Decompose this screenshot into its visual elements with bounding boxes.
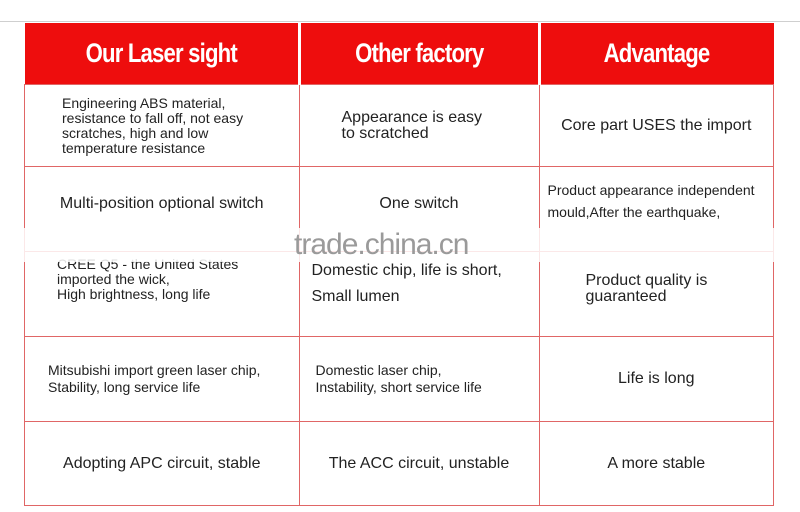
cell-text: Multi-position optional switch	[59, 195, 264, 212]
table-cell: Appearance is easy to scratched	[298, 84, 540, 167]
header-other-factory: Other factory	[299, 23, 541, 85]
cell-text: Appearance is easy to scratched	[341, 108, 483, 142]
cell-text: One switch	[379, 195, 459, 212]
cell-text: Core part USES the import	[561, 116, 752, 134]
table-cell: Life is long	[538, 336, 774, 422]
cell-text: Life is long	[618, 370, 695, 387]
table-row: Adopting APC circuit, stable The ACC cir…	[24, 421, 774, 506]
table-cell: Domestic laser chip, Instability, short …	[298, 336, 540, 422]
comparison-table: Our Laser sight Other factory Advantage …	[24, 23, 774, 506]
cell-text: Product appearance independent mould,Aft…	[547, 182, 755, 220]
table-cell: Mitsubishi import green laser chip, Stab…	[24, 336, 300, 422]
table-cell: Core part USES the import	[538, 84, 774, 167]
header-our-laser-sight: Our Laser sight	[24, 23, 301, 85]
top-divider	[0, 21, 800, 22]
watermark-band	[0, 228, 800, 262]
header-label: Other factory	[354, 38, 484, 68]
table-cell: Product quality is guaranteed	[538, 251, 774, 337]
cell-text: Domestic laser chip, Instability, short …	[315, 362, 482, 395]
table-cell: Engineering ABS material, resistance to …	[24, 84, 300, 167]
table-row: Mitsubishi import green laser chip, Stab…	[24, 336, 774, 422]
cell-text: Adopting APC circuit, stable	[63, 454, 261, 472]
cell-text: The ACC circuit, unstable	[328, 454, 510, 472]
cell-text: Engineering ABS material, resistance to …	[62, 94, 244, 156]
cell-text: CREE Q5 - the United States imported the…	[57, 255, 239, 302]
header-row: Our Laser sight Other factory Advantage	[24, 23, 774, 85]
cell-text: Product quality is guaranteed	[585, 272, 708, 305]
table-row: Engineering ABS material, resistance to …	[24, 84, 774, 167]
cell-text: Domestic chip, life is short, Small lume…	[311, 262, 502, 305]
table-cell: Adopting APC circuit, stable	[24, 421, 300, 506]
header-label: Our Laser sight	[85, 38, 237, 68]
table-cell: A more stable	[538, 421, 774, 506]
header-label: Advantage	[604, 38, 711, 68]
watermark: trade.china.cn	[294, 228, 469, 261]
table-cell: Domestic chip, life is short, Small lume…	[298, 251, 540, 337]
cell-text: Mitsubishi import green laser chip, Stab…	[48, 362, 261, 395]
table-row: CREE Q5 - the United States imported the…	[24, 251, 774, 337]
cell-text: A more stable	[607, 454, 706, 472]
table-cell: CREE Q5 - the United States imported the…	[24, 251, 300, 337]
header-advantage: Advantage	[539, 23, 774, 85]
table-cell: The ACC circuit, unstable	[298, 421, 540, 506]
